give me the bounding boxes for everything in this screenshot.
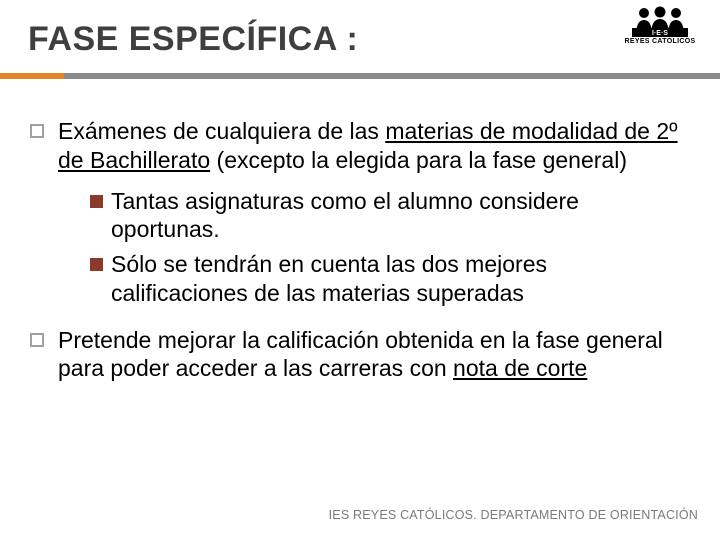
sub-bullets: Tantas asignaturas como el alumno consid… <box>90 187 686 308</box>
square-outline-icon <box>30 333 44 347</box>
bullet-1b: Sólo se tendrán en cuenta las dos mejore… <box>90 250 686 308</box>
title-rule <box>28 73 692 79</box>
svg-text:I·E·S: I·E·S <box>652 30 668 37</box>
text-part: (excepto la elegida para la fase general… <box>210 147 627 173</box>
people-icon: I·E·S <box>624 6 696 40</box>
text-part: Exámenes de cualquiera de las <box>58 118 385 144</box>
bullet-1a: Tantas asignaturas como el alumno consid… <box>90 187 686 245</box>
rule-grey <box>0 73 720 79</box>
bullet-2-text: Pretende mejorar la calificación obtenid… <box>58 326 686 384</box>
text-underline: nota de corte <box>453 355 587 381</box>
slide: I·E·S REYES CATÓLICOS FASE ESPECÍFICA : … <box>0 0 720 540</box>
logo-subtext: REYES CATÓLICOS <box>614 38 706 45</box>
bullet-1-text: Exámenes de cualquiera de las materias d… <box>58 117 686 175</box>
footer-text: IES REYES CATÓLICOS. DEPARTAMENTO DE ORI… <box>329 508 698 522</box>
bullet-1b-text: Sólo se tendrán en cuenta las dos mejore… <box>111 250 686 308</box>
content: Exámenes de cualquiera de las materias d… <box>28 117 692 383</box>
school-logo: I·E·S REYES CATÓLICOS <box>614 6 706 45</box>
square-outline-icon <box>30 124 44 138</box>
page-title: FASE ESPECÍFICA : <box>28 20 692 59</box>
bullet-1: Exámenes de cualquiera de las materias d… <box>30 117 686 175</box>
square-fill-icon <box>90 258 103 271</box>
bullet-2: Pretende mejorar la calificación obtenid… <box>30 326 686 384</box>
rule-orange <box>0 73 64 79</box>
bullet-1a-text: Tantas asignaturas como el alumno consid… <box>111 187 686 245</box>
square-fill-icon <box>90 195 103 208</box>
